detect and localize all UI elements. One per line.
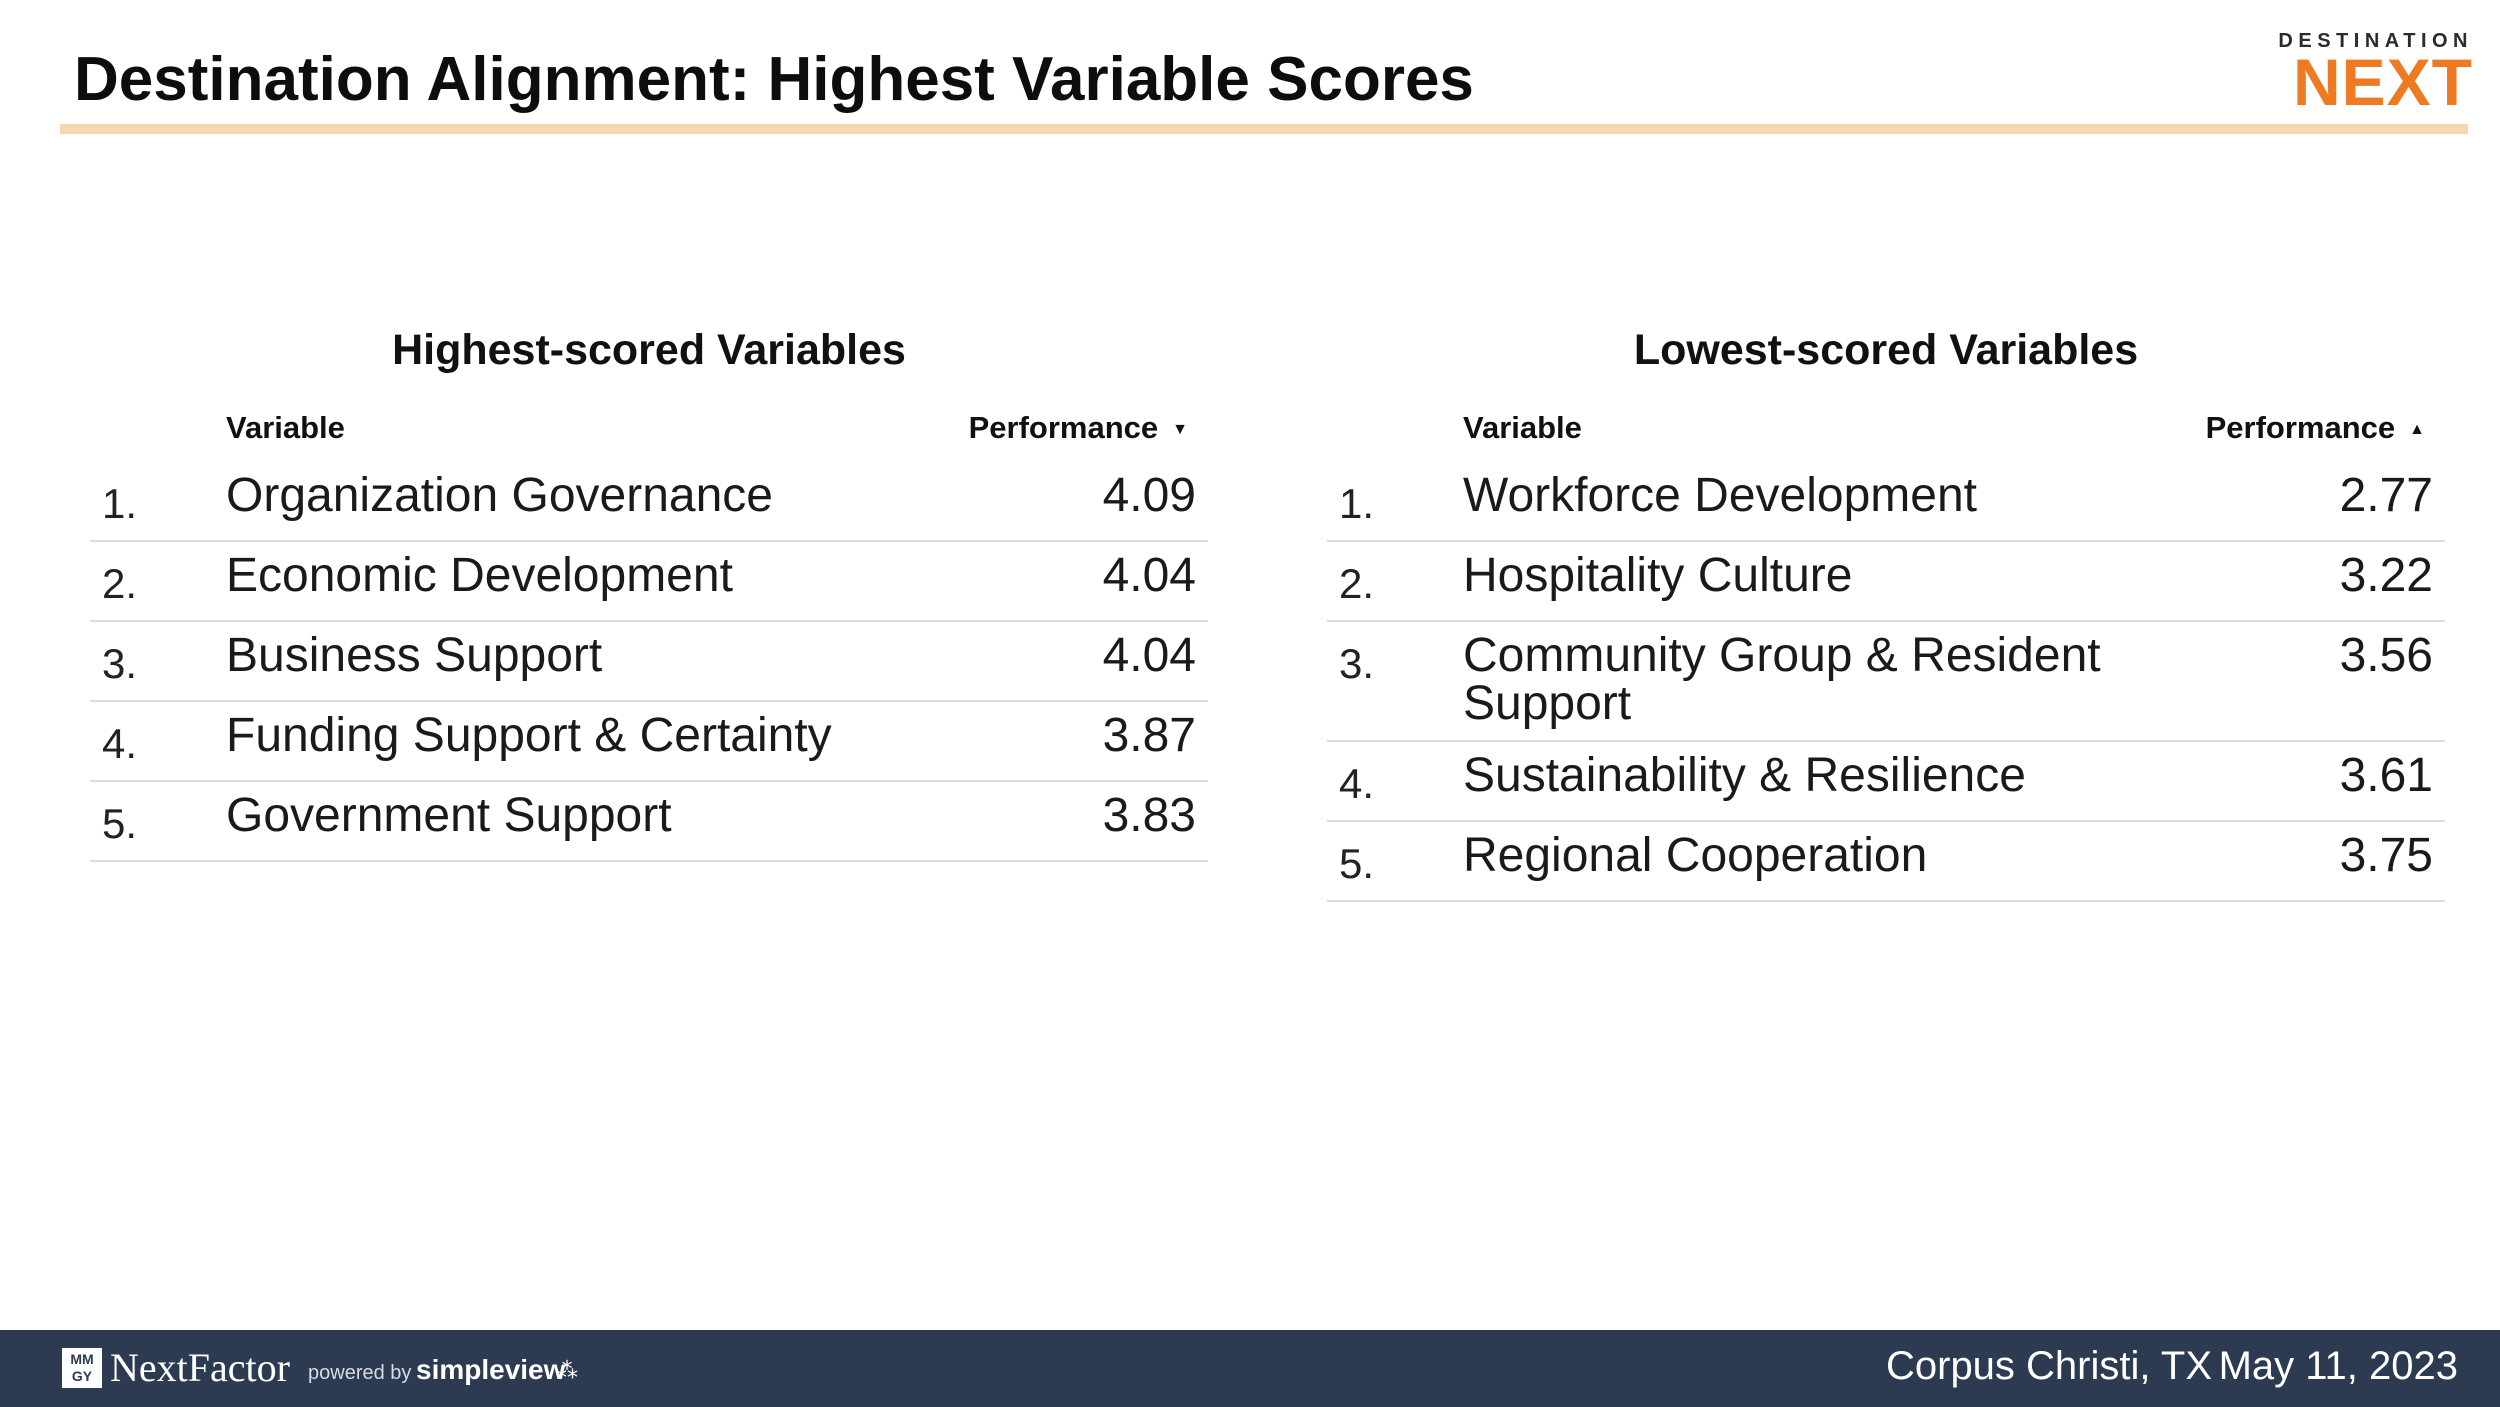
- row-rank: 1.: [102, 480, 138, 527]
- highest-col-variable[interactable]: Variable: [226, 410, 345, 445]
- highest-scored-panel: Highest-scored Variables Variable Perfor…: [90, 320, 1208, 862]
- row-performance-value: 2.77: [2339, 469, 2433, 522]
- row-variable-name: Government Support: [226, 789, 672, 842]
- table-row[interactable]: 4. Funding Support & Certainty 3.87: [90, 700, 1208, 780]
- table-row[interactable]: 2. Hospitality Culture 3.22: [1327, 540, 2445, 620]
- row-variable-name: Funding Support & Certainty: [226, 709, 832, 762]
- lowest-panel-title: Lowest-scored Variables: [1633, 326, 2139, 374]
- lowest-col-variable[interactable]: Variable: [1463, 410, 1582, 445]
- row-rank: 2.: [1339, 560, 1375, 607]
- page-title: Destination Alignment: Highest Variable …: [74, 45, 1474, 114]
- row-variable-name: Organization Governance: [226, 469, 773, 522]
- footer-date: May 11, 2023: [2218, 1344, 2458, 1388]
- row-rank: 1.: [1339, 480, 1375, 527]
- sort-ascending-icon[interactable]: ▲: [2409, 420, 2425, 438]
- row-variable-name: Sustainability & Resilience: [1463, 749, 2026, 802]
- footer-location: Corpus Christi, TX: [1885, 1344, 2212, 1388]
- row-rank: 4.: [1339, 760, 1375, 807]
- lowest-column-headers: Variable Performance ▲: [1327, 402, 2445, 462]
- row-rank: 4.: [102, 720, 138, 767]
- row-variable-name: Workforce Development: [1463, 469, 1977, 522]
- table-row[interactable]: 5. Government Support 3.83: [90, 780, 1208, 860]
- table-row[interactable]: 1. Workforce Development 2.77: [1327, 462, 2445, 540]
- table-row[interactable]: 5. Regional Cooperation 3.75: [1327, 820, 2445, 900]
- logo-top-text: DESTINATION: [2278, 30, 2473, 52]
- highest-table-body: 1. Organization Governance 4.09 2. Economic …: [90, 462, 1208, 862]
- lowest-scored-panel: Lowest-scored Variables Variable Perform…: [1327, 320, 2445, 902]
- lowest-col-performance[interactable]: Performance ▲: [2206, 410, 2425, 446]
- lowest-table-body: 1. Workforce Development 2.77 2. Hospitality…: [1327, 462, 2445, 902]
- mmgy-logo: MM GY: [62, 1348, 102, 1388]
- row-performance-value: 3.61: [2339, 749, 2433, 802]
- row-rank: 3.: [1339, 640, 1375, 687]
- row-variable-name: Regional Cooperation: [1463, 829, 1928, 882]
- highest-column-headers: Variable Performance ▼: [90, 402, 1208, 462]
- row-performance-value: 4.04: [1102, 549, 1196, 602]
- title-underline: [60, 124, 2468, 134]
- row-rank: 2.: [102, 560, 138, 607]
- table-row[interactable]: 4. Sustainability & Resilience 3.61: [1327, 740, 2445, 820]
- row-variable-name: Economic Development: [226, 549, 733, 602]
- row-performance-value: 4.04: [1102, 629, 1196, 682]
- row-performance-value: 3.56: [2339, 629, 2433, 682]
- sort-descending-icon[interactable]: ▼: [1172, 420, 1188, 438]
- row-variable-name: Hospitality Culture: [1463, 549, 1853, 602]
- highest-panel-title: Highest-scored Variables: [392, 326, 906, 374]
- table-row[interactable]: 2. Economic Development 4.04: [90, 540, 1208, 620]
- table-row[interactable]: 3. Community Group & Resident Support 3.56: [1327, 620, 2445, 740]
- row-performance-value: 3.75: [2339, 829, 2433, 882]
- destination-next-logo: DESTINATION NEXT: [2278, 30, 2473, 119]
- row-performance-value: 3.22: [2339, 549, 2433, 602]
- row-rank: 3.: [102, 640, 138, 687]
- table-row[interactable]: 1. Organization Governance 4.09: [90, 462, 1208, 540]
- highest-col-performance[interactable]: Performance ▼: [969, 410, 1188, 446]
- row-performance-value: 3.83: [1102, 789, 1196, 842]
- nextfactor-brand: NextFactor: [110, 1345, 290, 1390]
- row-rank: 5.: [1339, 840, 1375, 887]
- lowest-col-performance-label: Performance: [2205, 410, 2396, 445]
- simpleview-logo-icon: ⁂: [556, 1358, 578, 1383]
- row-rank: 5.: [102, 800, 138, 847]
- row-variable-name: Business Support: [226, 629, 603, 682]
- row-variable-name: Community Group & Resident Support: [1463, 629, 2101, 730]
- footer-bar: MM GY NextFactor powered by simpleview ⁂…: [0, 1330, 2500, 1407]
- highest-col-performance-label: Performance: [968, 410, 1159, 445]
- simpleview-brand: simpleview: [416, 1354, 566, 1385]
- powered-by-text: powered by: [308, 1362, 412, 1384]
- row-performance-value: 4.09: [1102, 469, 1196, 522]
- logo-main-text: NEXT: [2292, 45, 2473, 119]
- table-row[interactable]: 3. Business Support 4.04: [90, 620, 1208, 700]
- row-performance-value: 3.87: [1102, 709, 1196, 762]
